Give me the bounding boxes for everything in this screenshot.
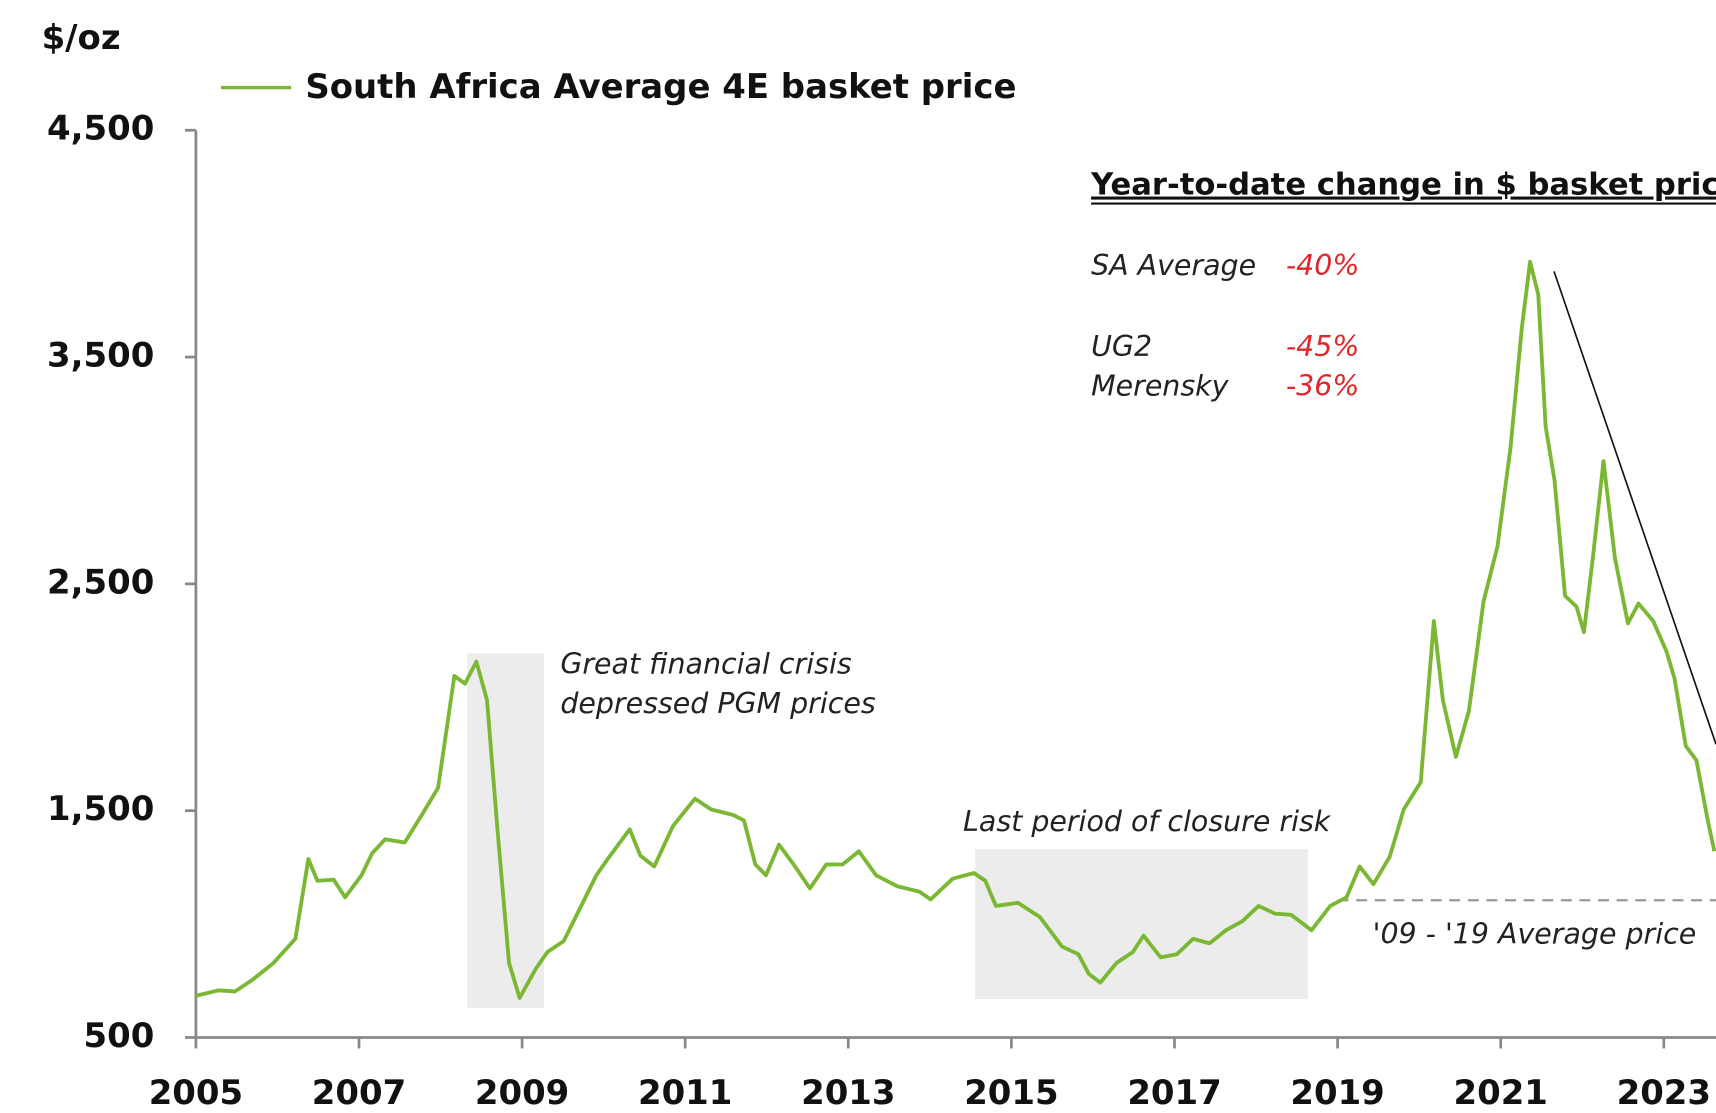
y-tick-label: 3,500 [47,336,154,375]
pointer-line [1553,271,1716,745]
table-cell: Merensky [1091,369,1230,402]
y-unit: $/oz [42,18,121,57]
annotation: Last period of closure risk [963,805,1332,838]
y-tick-label: 4,500 [47,109,154,148]
x-tick-label: 2017 [1127,1073,1221,1112]
closure-shade [975,849,1308,1000]
x-tick-label: 2023 [1617,1073,1711,1112]
x-tick-label: 2009 [475,1073,569,1112]
table-cell: SA Average [1091,249,1256,282]
x-tick-label: 2015 [964,1073,1058,1112]
table-title: Year-to-date change in $ basket price [1090,168,1716,203]
table-cell: -40% [1286,249,1359,282]
reference-label: '09 - '19 Average price [1373,917,1697,950]
y-tick-label: 500 [84,1016,155,1055]
x-tick-label: 2011 [638,1073,732,1112]
x-tick-label: 2005 [149,1073,243,1112]
table-cell: -36% [1286,369,1359,402]
x-tick-label: 2013 [801,1073,895,1112]
table-cell: -45% [1286,330,1359,363]
x-tick-label: 2021 [1454,1073,1548,1112]
table-cell: UG2 [1091,330,1152,363]
x-tick-label: 2019 [1290,1073,1384,1112]
price-line [195,259,1716,1000]
gfc-shade [467,653,544,1008]
annotation: depressed PGM prices [560,687,876,720]
y-tick-label: 1,500 [47,789,154,828]
annotation: Great financial crisis [560,647,852,680]
x-tick-label: 2007 [312,1073,406,1112]
legend-label: South Africa Average 4E basket price [305,67,1016,106]
y-tick-label: 2,500 [47,562,154,601]
